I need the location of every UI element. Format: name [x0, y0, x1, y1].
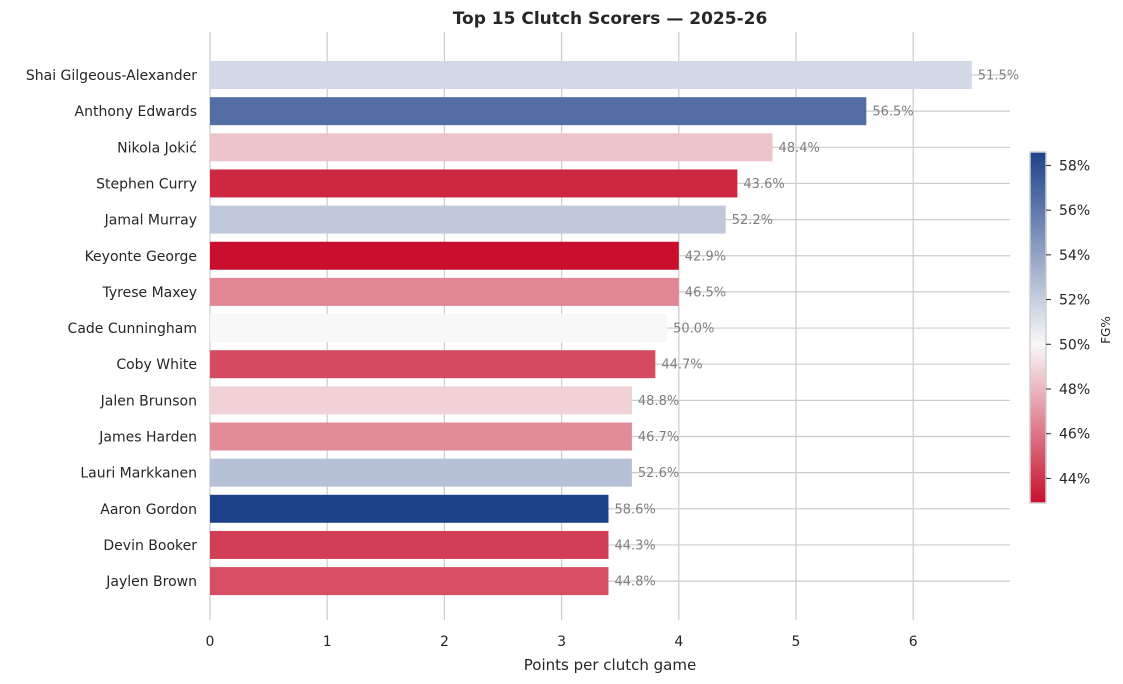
x-tick-label: 2 [440, 634, 449, 650]
colorbar-tick-label: 52% [1059, 293, 1090, 309]
bar [210, 567, 609, 596]
bar-value-label: 42.9% [685, 249, 726, 264]
bar-value-label: 48.8% [638, 394, 679, 409]
bar-value-label: 44.8% [614, 575, 655, 590]
bar [210, 169, 738, 198]
colorbar-tick-label: 54% [1059, 248, 1090, 264]
colorbar-tick-label: 56% [1059, 203, 1090, 219]
bar-value-label: 46.7% [638, 430, 679, 445]
category-label: Cade Cunningham [68, 321, 197, 337]
category-label: Lauri Markkanen [80, 466, 197, 482]
chart-title: Top 15 Clutch Scorers — 2025-26 [453, 9, 768, 29]
category-label: Tyrese Maxey [102, 285, 198, 301]
bar-value-label: 52.2% [732, 213, 773, 228]
bar-value-label: 52.6% [638, 466, 679, 481]
x-tick-label: 6 [909, 634, 918, 650]
colorbar-gradient [1029, 151, 1047, 504]
x-tick-label: 1 [323, 634, 332, 650]
bar [210, 205, 726, 234]
bar [210, 277, 679, 306]
x-tick-label: 4 [674, 634, 683, 650]
colorbar-label: FG% [1099, 316, 1113, 344]
category-label: Coby White [116, 357, 197, 373]
bar [210, 314, 668, 343]
category-label: James Harden [98, 430, 197, 446]
bar-value-label: 43.6% [743, 177, 784, 192]
bar-value-label: 51.5% [978, 69, 1019, 84]
bar-value-label: 48.4% [779, 141, 820, 156]
colorbar-ticks: 44% 46% 48% 50% 52% 54% 56% 58% [1046, 158, 1090, 487]
category-label: Stephen Curry [96, 176, 197, 192]
bar [210, 97, 867, 126]
bar [210, 241, 679, 270]
category-label: Keyonte George [85, 249, 197, 265]
category-label: Nikola Jokić [117, 140, 197, 156]
bar [210, 458, 632, 487]
bar-value-labels: 51.5% 56.5% 48.4% 43.6% 52.2% 42.9% 46.5% 50.0%… [614, 69, 1019, 590]
bar-value-label: 44.7% [661, 358, 702, 373]
bar [210, 422, 632, 451]
bar [210, 61, 972, 89]
bar-value-label: 58.6% [614, 502, 655, 517]
category-label: Devin Booker [103, 538, 197, 554]
bar [210, 350, 656, 379]
bar [210, 386, 632, 415]
category-label: Aaron Gordon [100, 502, 197, 518]
bar [210, 133, 773, 162]
colorbar-tick-label: 50% [1059, 337, 1090, 353]
category-label: Shai Gilgeous-Alexander [26, 68, 197, 84]
bars [210, 61, 972, 596]
category-label: Jamal Murray [104, 213, 197, 229]
bar-value-label: 56.5% [872, 105, 913, 120]
category-labels: Shai Gilgeous-Alexander Anthony Edwards Ni… [26, 68, 197, 590]
colorbar-tick-label: 58% [1059, 158, 1090, 174]
x-tick-label: 3 [557, 634, 566, 650]
colorbar-tick-label: 48% [1059, 382, 1090, 398]
bar [210, 494, 609, 523]
colorbar-tick-label: 46% [1059, 427, 1090, 443]
category-label: Anthony Edwards [75, 104, 197, 120]
colorbar: 44% 46% 48% 50% 52% 54% 56% 58% FG% [1029, 151, 1113, 504]
x-tick-label: 0 [206, 634, 215, 650]
bar-value-label: 44.3% [614, 538, 655, 553]
colorbar-tick-label: 44% [1059, 471, 1090, 487]
x-tick-label: 5 [792, 634, 801, 650]
x-axis-label: Points per clutch game [524, 656, 696, 674]
category-label: Jalen Brunson [100, 393, 197, 409]
bar [210, 530, 609, 559]
bar-value-label: 46.5% [685, 285, 726, 300]
bar-value-label: 50.0% [673, 322, 714, 337]
x-tick-labels: 0 1 2 3 4 5 6 [206, 634, 918, 650]
category-label: Jaylen Brown [105, 574, 197, 590]
